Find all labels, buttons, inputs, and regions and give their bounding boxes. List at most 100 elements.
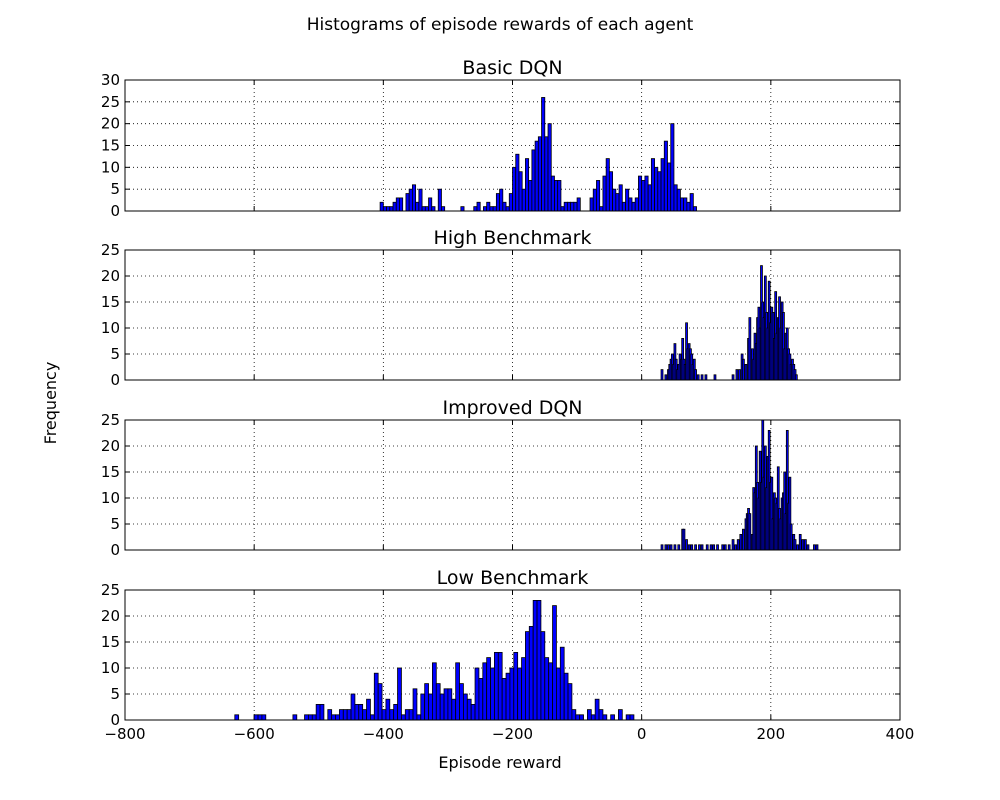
x-tick-label: −400 <box>363 725 404 743</box>
histogram-bar <box>815 544 819 551</box>
subplot-panels: Basic DQN 0 5 10 15 20 25 30 High Benchmark 0 5 10 1… <box>101 57 914 743</box>
histogram-bar <box>370 714 375 721</box>
histogram-bar <box>528 180 533 212</box>
histogram-bar <box>664 544 668 551</box>
y-tick-label: 0 <box>110 541 120 559</box>
histogram-bar <box>705 544 709 551</box>
histogram-bar <box>696 374 700 381</box>
y-tick-label: 15 <box>101 633 120 651</box>
histogram-bar <box>521 657 526 721</box>
x-tick-label: 200 <box>757 725 786 743</box>
subplot-frame <box>124 249 901 381</box>
histogram-bar <box>342 709 348 721</box>
histogram-bar <box>625 714 631 721</box>
histogram-bar <box>505 672 511 721</box>
histogram-bar <box>304 714 309 721</box>
histogram-bar <box>736 539 740 551</box>
x-tick-label: 400 <box>886 725 915 743</box>
histogram-bar <box>682 528 686 551</box>
histogram-bar <box>234 714 240 721</box>
histogram-bar <box>804 539 807 551</box>
histogram-bar <box>673 184 678 212</box>
histogram-bar <box>502 201 507 212</box>
histogram-bar <box>660 369 664 381</box>
histogram-bar <box>451 698 457 721</box>
histogram-bar <box>397 667 402 721</box>
x-axis-label: Episode reward <box>438 753 561 772</box>
subplot-frame <box>124 589 901 721</box>
histogram-bar <box>794 374 798 381</box>
histogram-bar <box>629 714 635 721</box>
subplot-2: Improved DQN 0 5 10 15 20 25 <box>101 397 901 559</box>
y-tick-label: 0 <box>110 202 120 220</box>
histogram-bar <box>432 662 437 721</box>
histogram-bar <box>557 180 562 212</box>
histogram-bar <box>713 374 717 381</box>
histogram-bar <box>418 188 423 212</box>
y-tick-label: 25 <box>101 581 120 599</box>
histogram-bar <box>470 704 476 721</box>
histogram-bar <box>598 709 604 721</box>
histogram-bar <box>587 709 592 721</box>
histogram-bar <box>411 184 417 212</box>
y-tick-label: 10 <box>101 158 120 176</box>
histogram-bar <box>508 193 513 212</box>
histogram-bar <box>734 544 738 551</box>
histogram-bar <box>602 175 607 212</box>
y-tick-label: 30 <box>101 71 120 89</box>
histogram-bar <box>592 188 597 212</box>
histogram-bar <box>552 605 557 721</box>
histogram-bar <box>331 714 336 721</box>
histogram-bar <box>563 201 568 212</box>
histogram-bar <box>664 374 668 381</box>
histogram-bar <box>431 206 436 212</box>
histogram-bar <box>687 544 691 551</box>
y-axis-label: Frequency <box>41 362 60 445</box>
histogram-bar <box>590 714 596 721</box>
y-tick-label: 10 <box>101 489 120 507</box>
histogram-bar <box>654 166 659 212</box>
histogram-bar <box>660 544 664 551</box>
subplot-frame <box>124 79 901 212</box>
x-tick-label: −600 <box>234 725 275 743</box>
histogram-bar <box>700 544 704 551</box>
histogram-bar <box>531 149 536 212</box>
histogram-bar <box>742 358 745 381</box>
histogram-bar <box>690 544 694 551</box>
histogram-bar <box>441 206 446 212</box>
histogram-bar <box>424 206 429 212</box>
histogram-bar <box>641 180 646 212</box>
subplot-3: Low Benchmark 0 5 10 15 20 25 <box>101 567 901 729</box>
histogram-bar <box>650 158 655 212</box>
histogram-bar <box>634 197 639 212</box>
histogram-bar <box>610 714 615 721</box>
histogram-bar <box>594 698 600 721</box>
histogram-bar <box>612 188 617 212</box>
y-tick-label: 20 <box>101 267 120 285</box>
histogram-bar <box>657 171 662 212</box>
histogram-bar <box>748 513 752 551</box>
histogram-bar <box>253 714 259 721</box>
histogram-bar <box>408 188 413 212</box>
histogram-bar <box>618 709 623 721</box>
y-tick-label: 5 <box>110 180 120 198</box>
subplot-frame <box>124 419 901 551</box>
histogram-bar <box>806 544 810 551</box>
histogram-bar <box>393 704 398 721</box>
histogram-bar <box>560 206 565 212</box>
y-tick-label: 20 <box>101 437 120 455</box>
y-tick-label: 25 <box>101 93 120 111</box>
histogram-bar <box>416 714 422 721</box>
histogram-bar <box>559 646 565 721</box>
histogram-bar <box>499 188 504 212</box>
histogram-bar <box>660 158 665 212</box>
histogram-bar <box>460 206 465 212</box>
histogram-bar <box>447 688 453 721</box>
y-tick-label: 15 <box>101 293 120 311</box>
histogram-bar <box>415 201 420 212</box>
histogram-bar <box>399 197 404 212</box>
histogram-bar <box>501 678 507 721</box>
histogram-bar <box>663 140 668 212</box>
histogram-bar <box>392 201 397 212</box>
histogram-bar <box>638 175 643 212</box>
